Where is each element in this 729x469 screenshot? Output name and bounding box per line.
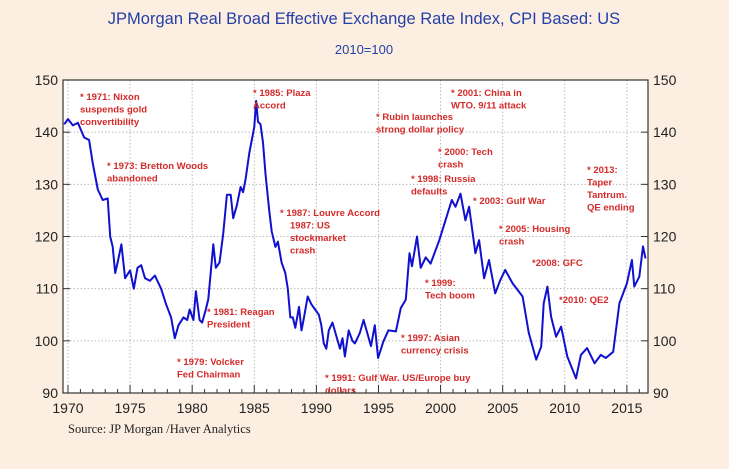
annotation-line: * 2001: China in bbox=[451, 88, 522, 99]
y-tick-label-left: 90 bbox=[42, 385, 58, 401]
annotation-line: 1987: US bbox=[290, 221, 330, 232]
source-note: Source: JP Morgan /Haver Analytics bbox=[68, 422, 251, 436]
annotation-line: * 1985: Plaza bbox=[253, 88, 311, 99]
annotation-line: currency crisis bbox=[401, 346, 469, 357]
axes: 1970 1975 1980 1985 1990 1995 2000 2005 2010 2015… bbox=[35, 72, 677, 416]
annotation-line: Tantrum. bbox=[587, 190, 627, 201]
y-tick-label-right: 150 bbox=[653, 72, 677, 88]
annotation: * 1999: Tech boom bbox=[425, 278, 475, 302]
y-tick-label-left: 150 bbox=[35, 72, 59, 88]
annotation-line: stockmarket bbox=[290, 233, 347, 244]
annotation-line: strong dollar policy bbox=[376, 125, 465, 136]
annotation: * 1987: Louvre Accord 1987: USstockmarket… bbox=[280, 208, 380, 257]
annotation-line: * 1997: Asian bbox=[401, 333, 460, 344]
annotation: * 1991: Gulf War. US/Europe buy dollars bbox=[325, 373, 471, 397]
annotation: *2010: QE2 bbox=[559, 295, 609, 306]
annotation-line: President bbox=[207, 320, 251, 331]
annotation-line: dollars bbox=[325, 386, 356, 397]
y-tick-label-left: 120 bbox=[35, 229, 59, 245]
x-tick-label: 2005 bbox=[487, 400, 518, 416]
x-tick-label: 1975 bbox=[114, 400, 145, 416]
annotation-line: * 1973: Bretton Woods bbox=[107, 161, 208, 172]
y-tick-label-left: 100 bbox=[35, 333, 59, 349]
y-tick-label-right: 130 bbox=[653, 176, 677, 192]
annotation-line: * 2005: Housing bbox=[499, 224, 570, 235]
x-tick-label: 1990 bbox=[301, 400, 332, 416]
annotation-line: crash bbox=[438, 160, 464, 171]
annotation: * 1998: Russia defaults bbox=[411, 174, 476, 198]
annotation-line: * 2003: Gulf War bbox=[473, 196, 546, 207]
annotation: * 2003: Gulf War bbox=[473, 196, 546, 207]
chart-title: JPMorgan Real Broad Effective Exchange R… bbox=[108, 10, 620, 28]
x-tick-label: 1995 bbox=[363, 400, 394, 416]
annotation-line: * 1981: Reagan bbox=[207, 307, 275, 318]
series-line bbox=[63, 99, 647, 380]
annotation: * 2001: China in WTO. 9/11 attack bbox=[451, 88, 527, 112]
annotation-line: * 1971: Nixon bbox=[80, 92, 140, 103]
annotation-line: crash bbox=[290, 246, 316, 257]
annotation-line: WTO. 9/11 attack bbox=[451, 101, 527, 112]
annotation: * 1979: Volcker Fed Chairman bbox=[177, 357, 244, 381]
annotation-line: defaults bbox=[411, 187, 447, 198]
annotation: * 1973: Bretton Woods abandoned bbox=[107, 161, 208, 185]
x-tick-label: 1970 bbox=[52, 400, 83, 416]
annotation-line: * Rubin launches bbox=[376, 112, 453, 123]
y-tick-label-right: 90 bbox=[653, 385, 669, 401]
annotation-line: Tech boom bbox=[425, 291, 475, 302]
annotation-line: Taper bbox=[587, 178, 612, 189]
x-tick-label: 2015 bbox=[611, 400, 642, 416]
annotation-line: * 1999: bbox=[425, 278, 456, 289]
y-tick-label-left: 140 bbox=[35, 124, 59, 140]
annotation-line: Accord bbox=[253, 101, 286, 112]
y-tick-label-right: 140 bbox=[653, 124, 677, 140]
annotation-line: * 1979: Volcker bbox=[177, 357, 244, 368]
y-tick-label-left: 130 bbox=[35, 176, 59, 192]
annotation-line: Fed Chairman bbox=[177, 370, 241, 381]
annotation-line: * 1987: Louvre Accord bbox=[280, 208, 380, 219]
annotation-line: QE ending bbox=[587, 203, 635, 214]
x-tick-label: 2000 bbox=[425, 400, 456, 416]
y-tick-label-right: 120 bbox=[653, 229, 677, 245]
annotation-line: * 1998: Russia bbox=[411, 174, 476, 185]
y-tick-label-right: 110 bbox=[653, 281, 676, 297]
plot-frame bbox=[62, 79, 649, 394]
annotation-line: suspends gold bbox=[80, 105, 147, 116]
annotation-line: convertibility bbox=[80, 117, 140, 128]
annotations: * 1971: Nixon suspends goldconvertibility… bbox=[80, 88, 635, 397]
x-tick-label: 1985 bbox=[239, 400, 270, 416]
annotation-line: * 2000: Tech bbox=[438, 147, 493, 158]
annotation: * 2005: Housing crash bbox=[499, 224, 570, 248]
annotation-line: * 1991: Gulf War. US/Europe buy bbox=[325, 373, 471, 384]
annotation: * 1981: Reagan President bbox=[207, 307, 275, 331]
annotation-line: *2010: QE2 bbox=[559, 295, 609, 306]
chart-subtitle: 2010=100 bbox=[335, 42, 393, 57]
annotation: * 1997: Asian currency crisis bbox=[401, 333, 469, 357]
annotation-line: crash bbox=[499, 237, 525, 248]
annotation: * 2000: Tech crash bbox=[438, 147, 493, 171]
x-tick-label: 2010 bbox=[549, 400, 580, 416]
y-tick-label-right: 100 bbox=[653, 333, 677, 349]
annotation-line: *2008: GFC bbox=[532, 258, 583, 269]
annotation: * Rubin launches strong dollar policy bbox=[376, 112, 465, 136]
annotation-line: * 2013: bbox=[587, 165, 618, 176]
x-tick-label: 1980 bbox=[177, 400, 208, 416]
annotation: *2008: GFC bbox=[532, 258, 583, 269]
annotation-line: abandoned bbox=[107, 174, 158, 185]
y-tick-label-left: 110 bbox=[36, 281, 59, 297]
annotation: * 1985: Plaza Accord bbox=[253, 88, 311, 112]
